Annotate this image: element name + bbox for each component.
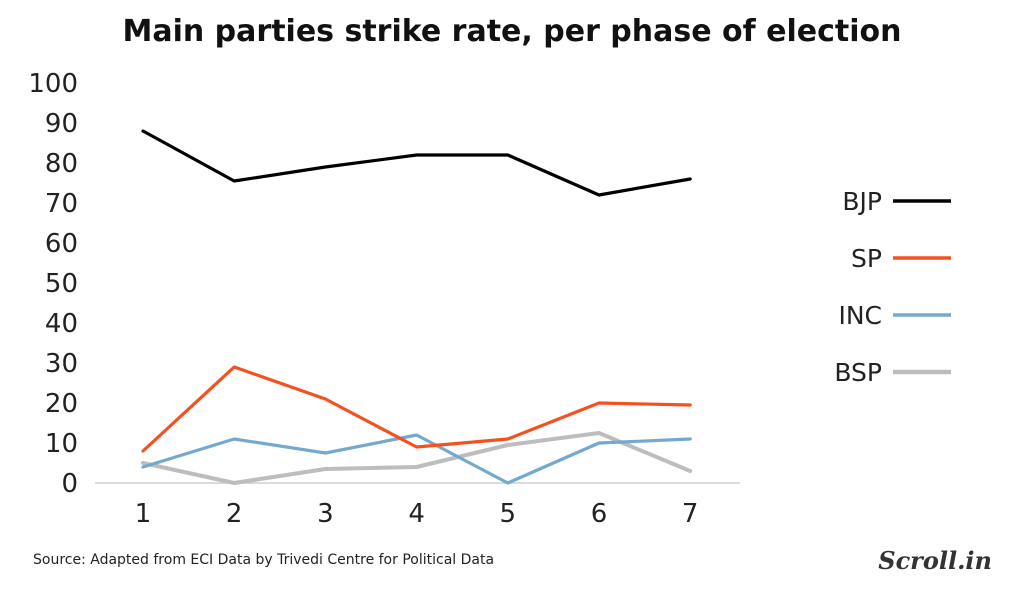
y-tick-label: 0 xyxy=(61,469,78,499)
chart-title: Main parties strike rate, per phase of e… xyxy=(122,14,902,49)
y-tick-label: 70 xyxy=(45,189,78,219)
x-tick-label: 6 xyxy=(591,499,608,529)
legend-label-bjp: BJP xyxy=(842,187,882,216)
y-tick-label: 100 xyxy=(28,69,78,99)
y-tick-label: 20 xyxy=(45,389,78,419)
series-line-inc xyxy=(141,433,692,485)
brand-logo: Scroll.in xyxy=(878,546,992,575)
x-tick-label: 5 xyxy=(500,499,517,529)
x-tick-label: 2 xyxy=(226,499,243,529)
series-line-sp xyxy=(141,365,692,453)
y-tick-label: 50 xyxy=(45,269,78,299)
y-tick-label: 60 xyxy=(45,229,78,259)
y-tick-label: 80 xyxy=(45,149,78,179)
x-tick-label: 4 xyxy=(408,499,425,529)
legend-label-inc: INC xyxy=(838,301,882,330)
y-axis-ticks: 0 10 20 30 40 50 60 70 80 90 100 xyxy=(28,69,78,499)
legend: BJP SP INC BSP xyxy=(834,187,951,387)
series-line-bjp xyxy=(141,129,692,197)
x-axis: 1 2 3 4 5 6 7 xyxy=(95,482,740,529)
y-tick-label: 30 xyxy=(45,349,78,379)
source-note: Source: Adapted from ECI Data by Trivedi… xyxy=(33,552,495,568)
legend-label-sp: SP xyxy=(851,244,882,273)
y-tick-label: 40 xyxy=(45,309,78,339)
x-tick-label: 7 xyxy=(682,499,699,529)
x-tick-label: 3 xyxy=(317,499,334,529)
series-line-bsp xyxy=(141,431,693,485)
y-tick-label: 90 xyxy=(45,109,78,139)
x-tick-label: 1 xyxy=(135,499,152,529)
y-tick-label: 10 xyxy=(45,429,78,459)
legend-label-bsp: BSP xyxy=(834,358,882,387)
series-lines xyxy=(141,129,693,485)
